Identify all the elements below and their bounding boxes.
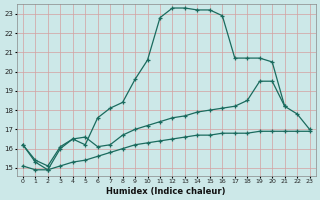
X-axis label: Humidex (Indice chaleur): Humidex (Indice chaleur) xyxy=(107,187,226,196)
